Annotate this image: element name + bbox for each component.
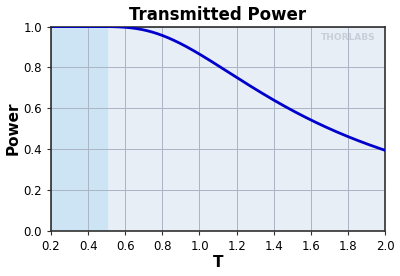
Bar xyxy=(51,26,107,231)
X-axis label: T: T xyxy=(213,256,223,270)
Title: Transmitted Power: Transmitted Power xyxy=(130,6,307,23)
Text: THORLABS: THORLABS xyxy=(320,33,375,42)
Y-axis label: Power: Power xyxy=(6,102,20,155)
